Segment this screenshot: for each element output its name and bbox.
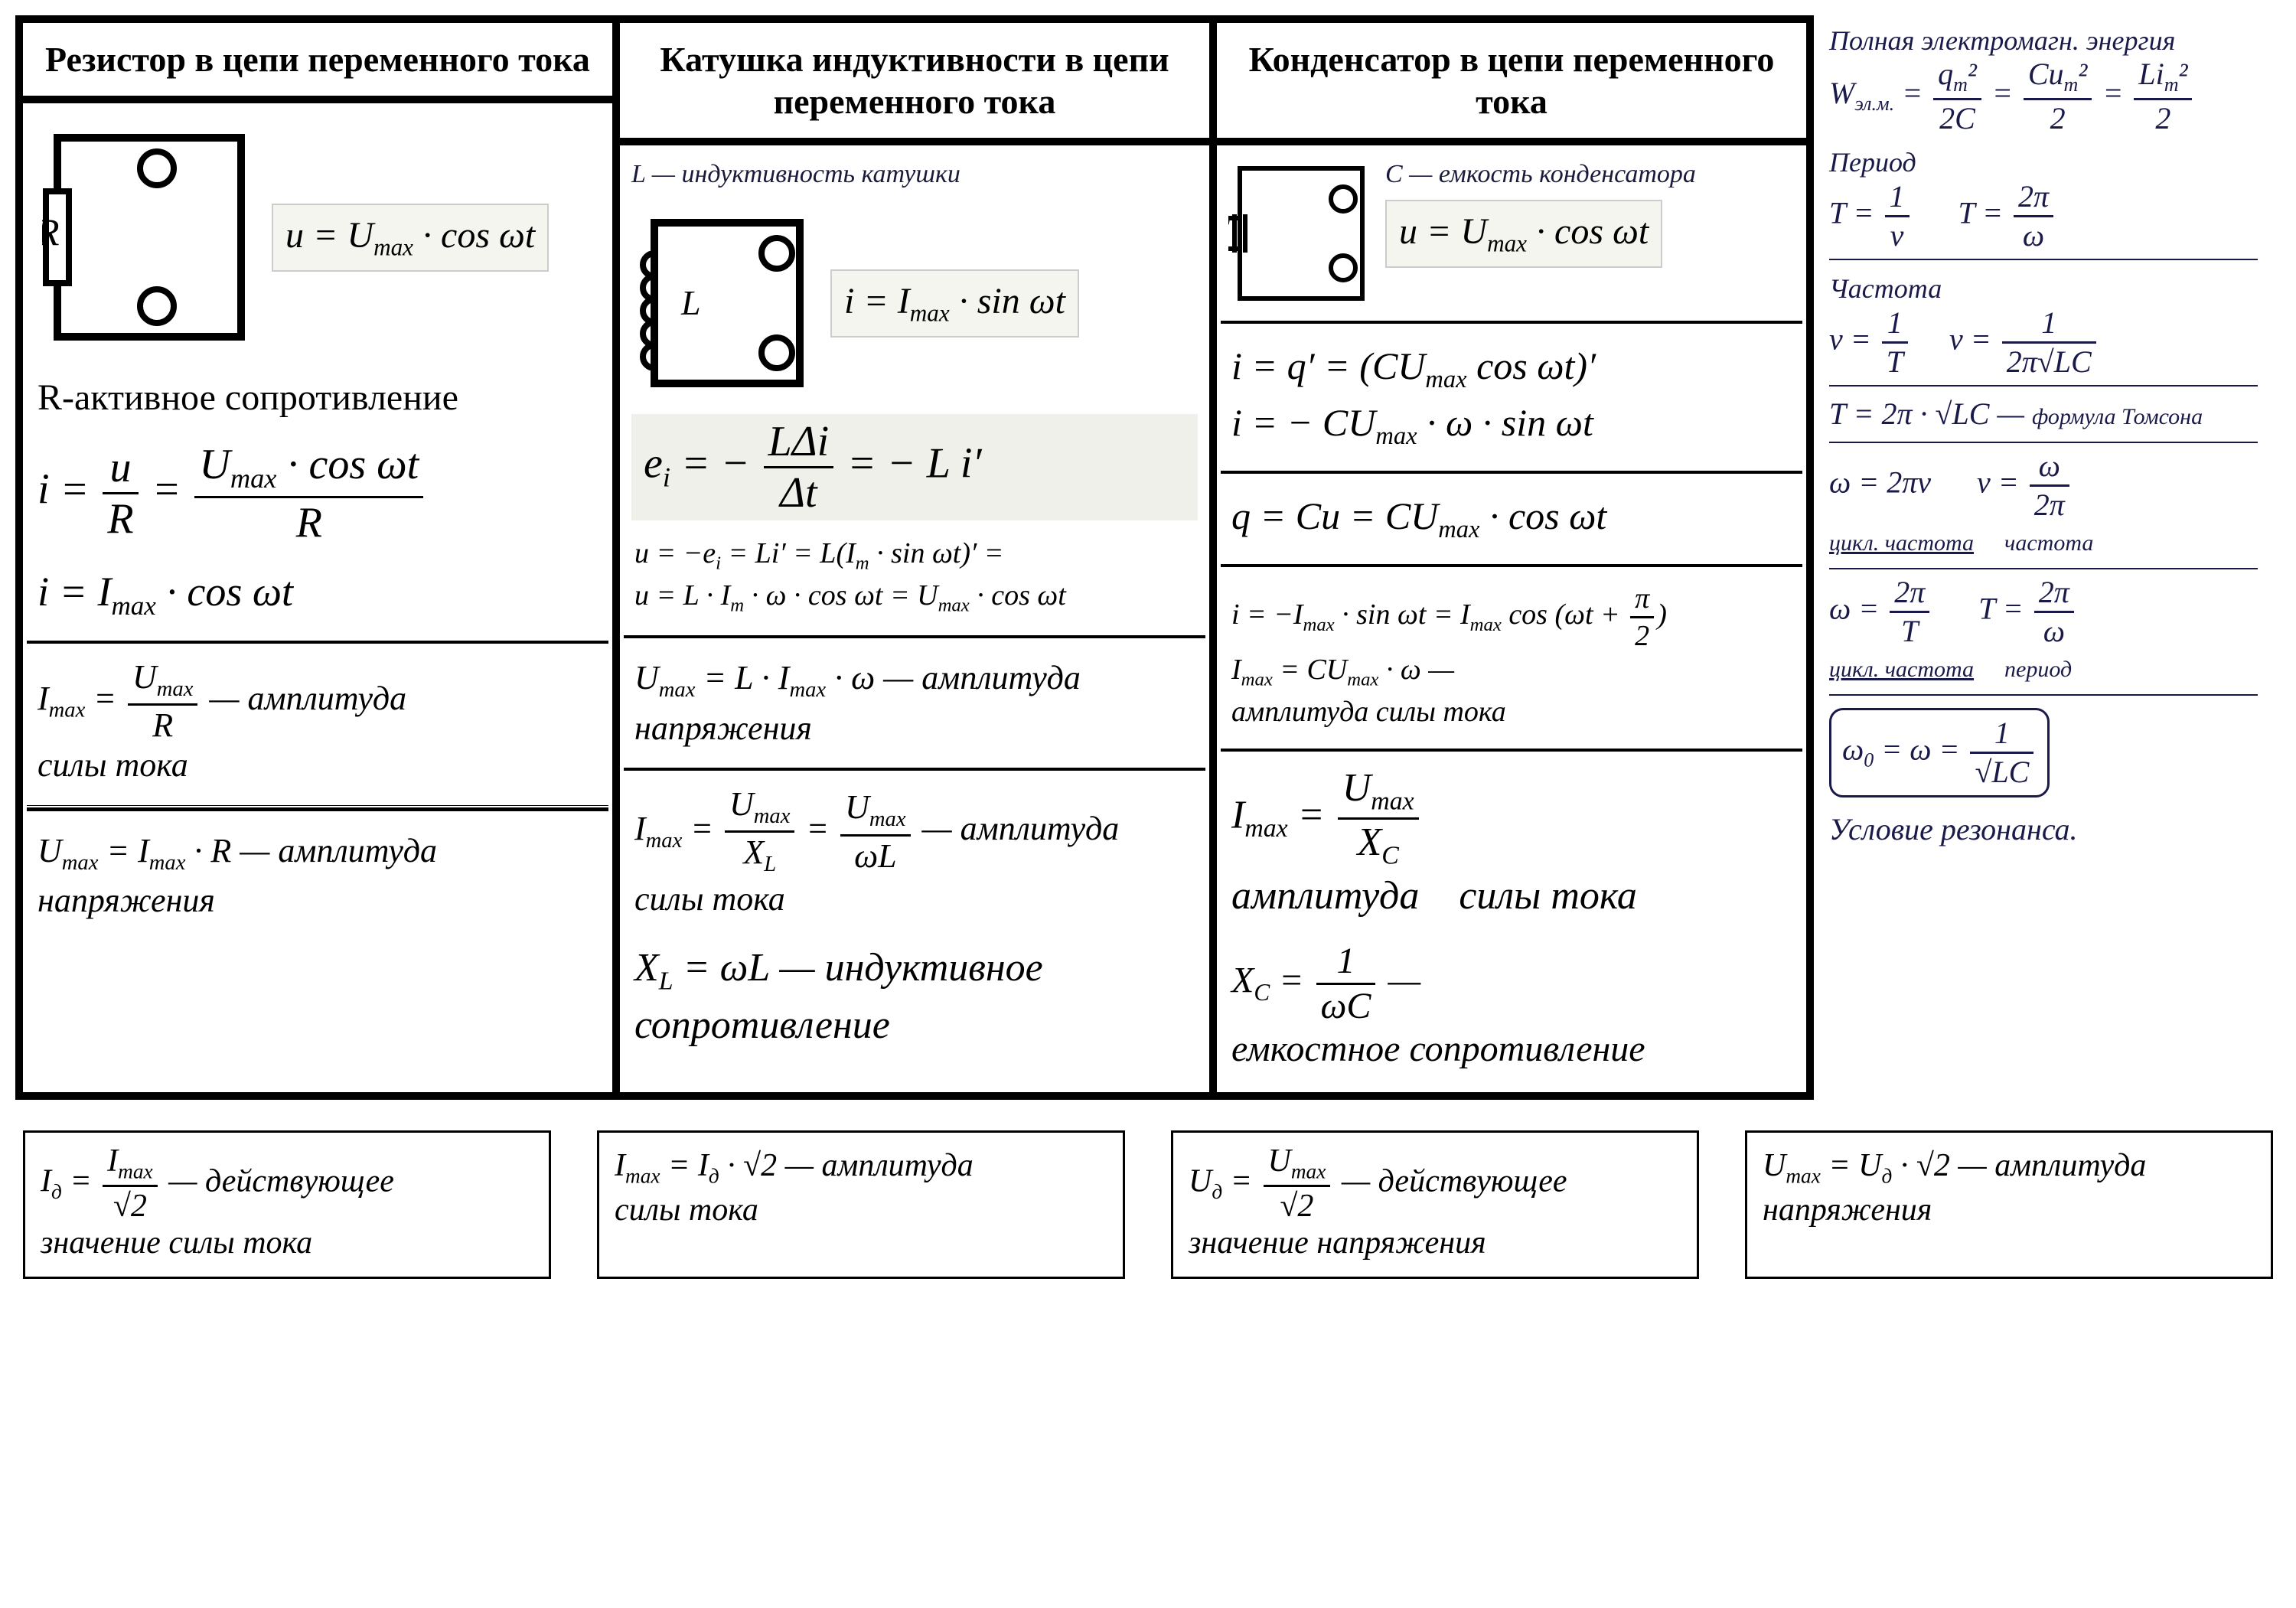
side-period: Период T = 1ν T = 2πω — [1829, 134, 2258, 260]
bottom-row: Iд = Imax√2 — действующее значение силы … — [15, 1123, 2281, 1287]
capacitor-circuit-icon: C — [1228, 157, 1374, 310]
col-inductor: Катушка индуктивности в цепи переменного… — [620, 23, 1217, 1092]
side-title: Полная электромагн. энергия — [1829, 23, 2258, 59]
l-annotation: L — индуктивность катушки — [631, 157, 1198, 192]
l-emf: ei = − LΔiΔt = − L i′ — [631, 414, 1198, 520]
col-body: R u = Umax · cos ωt R-активное сопротивл… — [23, 103, 612, 1091]
bottom-box-3: Uд = Umax√2 — действующее значение напря… — [1171, 1130, 1699, 1279]
col-header: Конденсатор в цепи переменного тока — [1217, 23, 1806, 145]
resistor-circuit-icon: R — [42, 122, 256, 352]
bottom-box-2: Imax = Iд · √2 — амплитуда силы тока — [597, 1130, 1125, 1279]
side-omega-cyc: ω = 2πν ν = ω2π цикл. частота частота — [1829, 443, 2258, 569]
svg-text:R: R — [42, 210, 60, 253]
l-u1: u = −ei = Li′ = L(Im · sin ωt)′ = u = L … — [631, 528, 1198, 625]
side-notes: Полная электромагн. энергия Wэл.м. = qm²… — [1829, 15, 2258, 1100]
l-xl: XL = ωL — индуктивноесопротивление — [631, 935, 1198, 1058]
r-i-imax: i = Imax · cos ωt — [34, 558, 601, 630]
resistor-circuit: R u = Umax · cos ωt — [34, 115, 601, 360]
col-resistor: Резистор в цепи переменного тока R u = U… — [23, 23, 620, 1092]
bottom-box-4: Umax = Uд · √2 — амплитуда напряжения — [1745, 1130, 2273, 1279]
r-umax-amp: Umax = Imax · R — амплитуда напряжения — [34, 822, 601, 930]
c-imax-xc: Imax = UmaxXC амплитуда силы тока — [1228, 762, 1795, 929]
r-active-label: R-активное сопротивление — [34, 367, 601, 429]
inductor-circuit: L i = Imax · sin ωt — [631, 200, 1198, 406]
col-body: C С — емкость конденсатора u = Umax · co… — [1217, 145, 1806, 1091]
side-freq: Частота ν = 1T ν = 12π√LC — [1829, 260, 2258, 387]
c-i-phase: i = −Imax · sin ωt = Imax cos (ωt + π2) … — [1228, 578, 1795, 738]
col-body: L — индуктивность катушки L i = Imax · s… — [620, 145, 1209, 1091]
l-imax: Imax = UmaxXL = UmaxωL — амплитуда силы … — [631, 781, 1198, 928]
side-resonance: ω0 = ω = 1√LC — [1829, 696, 2258, 810]
resistor-u-formula: u = Umax · cos ωt — [272, 204, 549, 272]
main-layout: Резистор в цепи переменного тока R u = U… — [15, 15, 2281, 1100]
inductor-i-formula: i = Imax · sin ωt — [830, 269, 1079, 338]
inductor-circuit-icon: L — [639, 207, 815, 399]
capacitor-u-formula: u = Umax · cos ωt — [1385, 200, 1662, 268]
col-header: Катушка индуктивности в цепи переменного… — [620, 23, 1209, 145]
col-header: Резистор в цепи переменного тока — [23, 23, 612, 103]
r-i-formula: i = uR = Umax · cos ωtR — [34, 437, 601, 550]
r-imax-amp: Imax = UmaxR — амплитуда силы тока — [34, 654, 601, 794]
svg-text:L: L — [680, 283, 701, 322]
c-i-q: i = q′ = (CUmax cos ωt)′ i = − CUmax · ω… — [1228, 334, 1795, 460]
side-resonance-label: Условие резонанса. — [1829, 810, 2258, 850]
c-q: q = Cu = CUmax · cos ωt — [1228, 484, 1795, 553]
side-w-em: Wэл.м. = qm²2C = Cum²2 = Lim²2 — [1829, 59, 2258, 134]
c-annotation: С — емкость конденсатора — [1385, 157, 1696, 192]
col-capacitor: Конденсатор в цепи переменного тока C — [1217, 23, 1806, 1092]
bottom-box-1: Iд = Imax√2 — действующее значение силы … — [23, 1130, 551, 1279]
comparison-table: Резистор в цепи переменного тока R u = U… — [15, 15, 1814, 1100]
side-omega-t: ω = 2πT T = 2πω цикл. частота период — [1829, 569, 2258, 696]
side-thomson: T = 2π · √LC — формула Томсона — [1829, 387, 2258, 443]
l-umax-amp: Umax = L · Imax · ω — амплитуданапряжени… — [631, 649, 1198, 757]
c-xc: XC = 1ωC — емкостное сопротивление — [1228, 937, 1795, 1081]
